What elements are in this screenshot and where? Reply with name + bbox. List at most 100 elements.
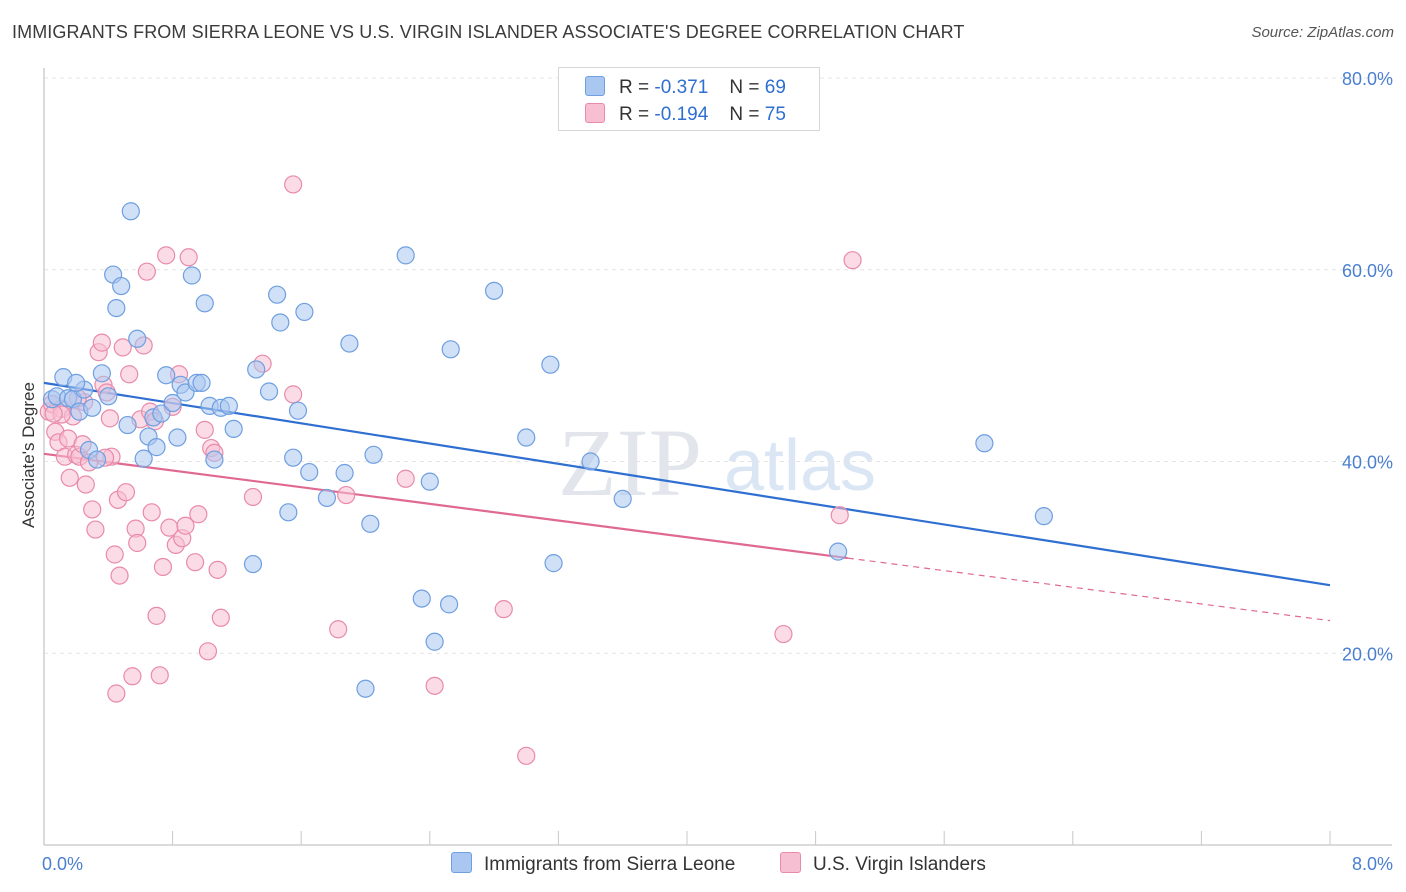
data-point bbox=[420, 472, 439, 491]
data-point bbox=[284, 385, 303, 404]
data-point bbox=[116, 483, 136, 502]
data-point bbox=[412, 589, 431, 608]
legend-r-label: R = bbox=[619, 77, 650, 98]
legend-r-value: -0.371 bbox=[654, 77, 709, 98]
data-point bbox=[157, 366, 176, 385]
data-point bbox=[137, 262, 156, 281]
data-point bbox=[271, 313, 290, 332]
data-point bbox=[439, 595, 459, 614]
data-point bbox=[128, 533, 147, 553]
data-point bbox=[396, 469, 415, 488]
data-point bbox=[613, 489, 632, 508]
legend-row-sierra-leone: R = -0.371 N = 69 bbox=[585, 76, 786, 99]
axes bbox=[43, 68, 1392, 846]
tick-labels: 20.0% 40.0% 60.0% 80.0% 0.0% 8.0% bbox=[42, 69, 1393, 874]
data-point bbox=[147, 606, 166, 625]
legend-swatch-blue bbox=[585, 76, 605, 96]
data-point bbox=[60, 468, 79, 487]
data-point bbox=[224, 419, 243, 439]
data-point bbox=[259, 382, 279, 401]
series-swatch-blue bbox=[451, 852, 472, 873]
data-point bbox=[179, 248, 198, 267]
data-point bbox=[83, 398, 102, 417]
data-point bbox=[517, 428, 536, 447]
data-point bbox=[83, 500, 102, 519]
data-point bbox=[247, 360, 266, 379]
data-point bbox=[425, 676, 444, 695]
chart-title: IMMIGRANTS FROM SIERRA LEONE VS U.S. VIR… bbox=[12, 22, 965, 42]
source-label: Source: ZipAtlas.com bbox=[1251, 24, 1394, 41]
data-point bbox=[208, 560, 227, 579]
stats-legend: R = -0.371 N = 69 R = -0.194 N = 75 bbox=[558, 67, 820, 131]
data-point bbox=[100, 409, 120, 428]
data-point bbox=[843, 251, 862, 270]
series-legend-item-sierra-leone: Immigrants from Sierra Leone bbox=[451, 852, 735, 876]
data-point bbox=[189, 505, 208, 524]
data-point bbox=[329, 620, 348, 639]
trend-line-0 bbox=[43, 381, 1331, 587]
data-point bbox=[774, 624, 793, 644]
data-point bbox=[198, 642, 218, 661]
data-point bbox=[157, 246, 176, 265]
data-point bbox=[110, 566, 129, 585]
data-point bbox=[340, 334, 359, 353]
x-tick-label-max: 8.0% bbox=[1352, 854, 1393, 874]
data-point bbox=[205, 450, 224, 469]
y-tick-label: 60.0% bbox=[1342, 261, 1393, 281]
watermark-atlas: atlas bbox=[724, 426, 876, 506]
legend-n-value: 75 bbox=[764, 104, 786, 125]
data-point bbox=[120, 365, 139, 384]
data-point bbox=[581, 452, 600, 471]
data-point bbox=[288, 401, 308, 420]
watermark: ZIP atlas bbox=[558, 409, 876, 516]
legend-row-virgin-islanders: R = -0.194 N = 75 bbox=[585, 103, 786, 126]
data-point bbox=[152, 404, 171, 423]
series-legend: Immigrants from Sierra Leone U.S. Virgin… bbox=[0, 852, 1406, 878]
data-point bbox=[186, 553, 205, 572]
data-point bbox=[267, 285, 287, 304]
data-point bbox=[284, 175, 303, 194]
data-point bbox=[195, 420, 214, 439]
legend-n-value: 69 bbox=[764, 77, 786, 98]
series-swatch-pink bbox=[780, 852, 801, 873]
legend-n-label: N = bbox=[729, 77, 760, 98]
data-point bbox=[192, 373, 211, 392]
data-point bbox=[195, 294, 214, 313]
trend-lines bbox=[43, 381, 1331, 622]
data-point bbox=[544, 554, 563, 573]
data-point bbox=[105, 545, 124, 564]
series-legend-label: Immigrants from Sierra Leone bbox=[484, 854, 736, 875]
data-point bbox=[441, 340, 460, 359]
data-point bbox=[147, 438, 166, 457]
data-point bbox=[494, 600, 513, 619]
data-point bbox=[118, 415, 137, 435]
data-point bbox=[176, 516, 195, 535]
legend-r-value: -0.194 bbox=[654, 104, 709, 125]
data-point bbox=[284, 448, 303, 467]
data-point bbox=[182, 266, 201, 285]
data-point bbox=[150, 666, 169, 685]
data-point bbox=[219, 396, 238, 415]
data-point bbox=[317, 488, 337, 508]
data-point bbox=[99, 387, 118, 406]
data-point bbox=[107, 684, 126, 703]
data-point bbox=[396, 246, 415, 265]
data-point bbox=[134, 449, 153, 468]
legend-r-label: R = bbox=[619, 104, 650, 125]
data-point bbox=[361, 514, 380, 533]
legend-swatch-pink bbox=[585, 103, 605, 123]
data-point bbox=[243, 487, 263, 507]
data-point bbox=[485, 281, 504, 300]
y-axis-title: Associate's Degree bbox=[19, 382, 38, 528]
data-point bbox=[128, 329, 147, 348]
y-tick-label: 40.0% bbox=[1342, 453, 1393, 473]
data-point bbox=[356, 679, 375, 698]
data-point bbox=[107, 299, 126, 318]
data-point bbox=[86, 520, 105, 539]
data-point bbox=[163, 393, 182, 413]
data-point bbox=[123, 667, 142, 686]
data-points bbox=[39, 175, 1053, 765]
data-point bbox=[168, 428, 187, 447]
data-point bbox=[76, 475, 95, 494]
